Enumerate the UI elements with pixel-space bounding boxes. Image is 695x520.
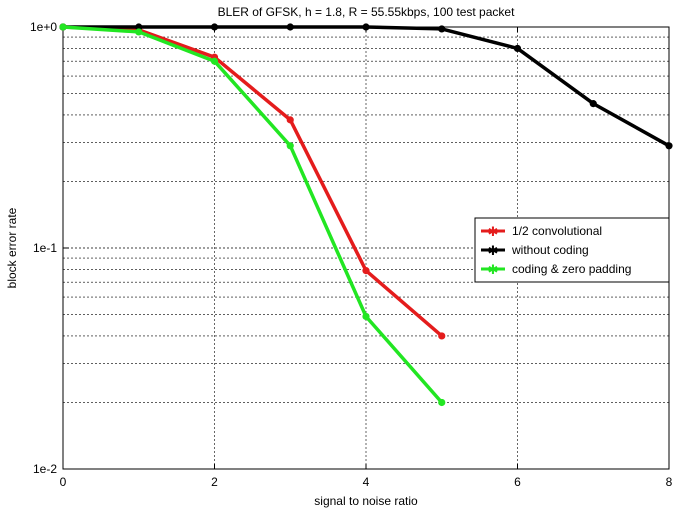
legend-item: ✱ coding & zero padding [481, 262, 631, 278]
series-group [59, 23, 673, 407]
x-tick-label: 0 [60, 475, 67, 489]
legend-label: without coding [511, 243, 589, 257]
data-point [362, 23, 370, 31]
data-point [513, 44, 522, 53]
series-2 [59, 23, 446, 407]
x-tick-label: 8 [666, 475, 673, 489]
x-tick-label: 6 [514, 475, 521, 489]
data-point [665, 142, 673, 150]
data-point [286, 116, 294, 124]
data-point [438, 25, 446, 33]
x-tick-label: 4 [363, 475, 370, 489]
series-1 [59, 23, 673, 150]
data-point [286, 23, 294, 31]
data-point [362, 312, 370, 321]
data-point [135, 23, 143, 31]
data-point [210, 57, 219, 65]
legend-marker-icon: ✱ [488, 225, 499, 240]
y-tick-label: 1e-2 [33, 462, 57, 476]
y-axis-label: block error rate [5, 207, 19, 288]
legend-marker-icon: ✱ [488, 263, 499, 278]
data-point [362, 267, 370, 275]
legend-label: 1/2 convolutional [512, 224, 602, 238]
legend: ✱ 1/2 convolutional ✱ without coding ✱ coding… [474, 217, 670, 283]
data-point [135, 28, 143, 36]
data-point [59, 23, 67, 31]
y-tick-label: 1e+0 [30, 20, 57, 34]
data-point [210, 23, 219, 31]
legend-item: ✱ 1/2 convolutional [481, 224, 602, 240]
data-point [589, 100, 597, 108]
legend-item: ✱ without coding [481, 243, 589, 259]
data-point [438, 332, 446, 340]
legend-box [474, 217, 670, 283]
x-tick-label: 2 [211, 475, 218, 489]
x-axis-label: signal to noise ratio [314, 494, 418, 508]
series-line [62, 25, 444, 404]
data-point [286, 142, 294, 150]
y-tick-label: 1e-1 [33, 241, 57, 255]
legend-label: coding & zero padding [512, 262, 631, 276]
chart-title: BLER of GFSK, h = 1.8, R = 55.55kbps, 10… [218, 5, 516, 19]
legend-marker-icon: ✱ [488, 244, 499, 259]
data-point [438, 398, 446, 407]
